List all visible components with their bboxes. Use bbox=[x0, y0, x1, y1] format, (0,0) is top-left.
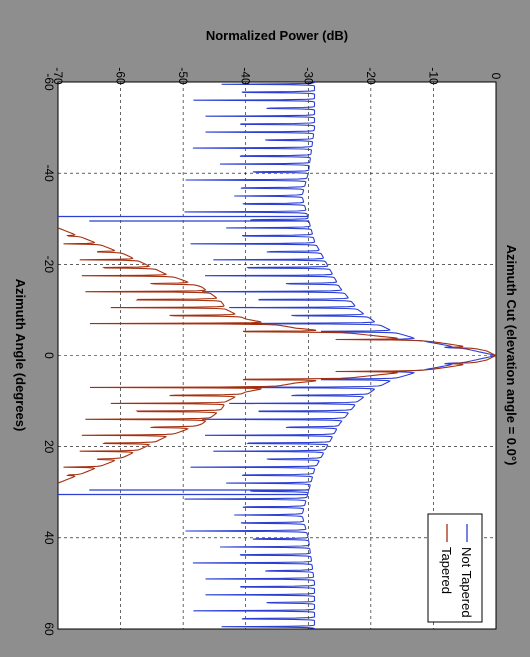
x-tick-label-5: 40 bbox=[42, 531, 56, 545]
series-line-tapered bbox=[58, 227, 496, 484]
x-tick-label-3: 0 bbox=[42, 352, 56, 359]
series-lines bbox=[58, 82, 496, 629]
x-axis-title: Azimuth Angle (degrees) bbox=[13, 279, 28, 432]
legend-label-tapered: Tapered bbox=[439, 547, 454, 594]
legend: Not Tapered Tapered bbox=[427, 513, 483, 623]
y-axis-title: Normalized Power (dB) bbox=[206, 28, 348, 43]
chart-title: Azimuth Cut (elevation angle = 0.0°) bbox=[504, 245, 519, 466]
grid-lines bbox=[58, 82, 496, 629]
x-tick-label-4: 20 bbox=[42, 440, 56, 454]
y-tick-label-2: -20 bbox=[364, 67, 378, 85]
y-tick-label-7: -70 bbox=[51, 67, 65, 85]
y-tick-label-1: -10 bbox=[426, 67, 440, 85]
series-line-not-tapered bbox=[184, 82, 496, 629]
y-tick-label-6: -60 bbox=[114, 67, 128, 85]
y-tick-label-0: 0 bbox=[489, 73, 503, 80]
y-tick-label-4: -40 bbox=[239, 67, 253, 85]
legend-label-not-tapered: Not Tapered bbox=[459, 547, 474, 618]
x-tick-label-6: 60 bbox=[42, 622, 56, 636]
y-tick-label-3: -30 bbox=[301, 67, 315, 85]
x-tick-label-2: -20 bbox=[42, 256, 56, 274]
legend-box bbox=[427, 513, 483, 623]
x-tick-label-0: -60 bbox=[42, 73, 56, 91]
y-tick-label-5: -50 bbox=[176, 67, 190, 85]
x-tick-label-1: -40 bbox=[42, 164, 56, 182]
